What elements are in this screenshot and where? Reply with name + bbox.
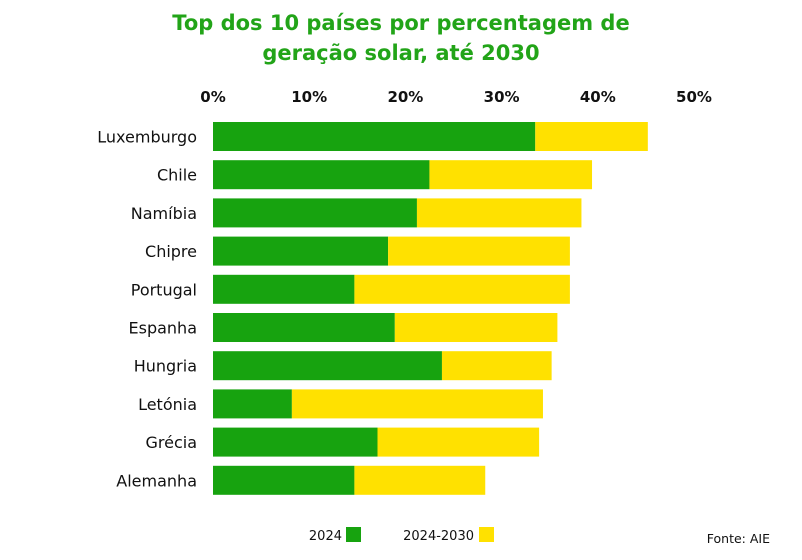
category-labels: Luxemburgo Chile Namíbia Chipre Portugal Espa… bbox=[97, 128, 197, 491]
x-tick-label: 40% bbox=[580, 88, 616, 106]
x-tick-label: 20% bbox=[387, 88, 423, 106]
source-note: Fonte: AIE bbox=[706, 531, 770, 546]
bar-2024 bbox=[213, 465, 355, 495]
bar-2024 bbox=[213, 389, 292, 419]
bar-2024 bbox=[213, 122, 536, 151]
chart-title-line-2: geração solar, até 2030 bbox=[262, 41, 540, 65]
bar-2024-2030 bbox=[377, 427, 540, 457]
legend: 2024 2024-2030 bbox=[309, 527, 494, 544]
bar-2024 bbox=[213, 351, 442, 381]
bars bbox=[213, 122, 648, 495]
x-tick-label: 30% bbox=[484, 88, 520, 106]
bar-2024-2030 bbox=[388, 236, 570, 266]
bar-2024-2030 bbox=[291, 389, 543, 419]
category-label: Luxemburgo bbox=[97, 128, 197, 147]
bar-2024 bbox=[213, 160, 430, 190]
bar-2024-2030 bbox=[354, 465, 486, 495]
x-tick-label: 0% bbox=[200, 88, 225, 106]
category-label: Namíbia bbox=[131, 204, 197, 223]
bar-2024-2030 bbox=[394, 313, 558, 342]
bar-2024 bbox=[213, 198, 417, 228]
category-label: Portugal bbox=[131, 280, 197, 299]
chart-title: Top dos 10 países por percentagem de ger… bbox=[0, 8, 802, 68]
legend-label: 2024-2030 bbox=[403, 529, 474, 544]
category-label: Chipre bbox=[145, 242, 197, 261]
bar-2024 bbox=[213, 313, 395, 342]
x-tick-label: 50% bbox=[676, 88, 712, 106]
bar-2024-2030 bbox=[416, 198, 582, 228]
bar-2024-2030 bbox=[354, 274, 570, 304]
legend-swatch bbox=[479, 527, 494, 542]
legend-swatch bbox=[346, 527, 361, 542]
category-label: Espanha bbox=[129, 319, 198, 338]
bar-2024-2030 bbox=[441, 351, 552, 381]
bar-2024 bbox=[213, 274, 355, 304]
bar-2024-2030 bbox=[429, 160, 593, 190]
bar-2024-2030 bbox=[535, 122, 648, 151]
bar-2024 bbox=[213, 427, 378, 457]
category-label: Chile bbox=[157, 166, 197, 185]
category-label: Alemanha bbox=[116, 471, 197, 490]
category-label: Hungria bbox=[134, 357, 197, 376]
x-tick-label: 10% bbox=[291, 88, 327, 106]
x-axis-ticks: 0% 10% 20% 30% 40% 50% bbox=[200, 88, 712, 106]
category-label: Grécia bbox=[145, 433, 197, 452]
bar-2024 bbox=[213, 236, 389, 266]
chart-title-line-1: Top dos 10 países por percentagem de bbox=[172, 11, 630, 35]
legend-label: 2024 bbox=[309, 529, 342, 544]
category-label: Letónia bbox=[138, 395, 197, 414]
